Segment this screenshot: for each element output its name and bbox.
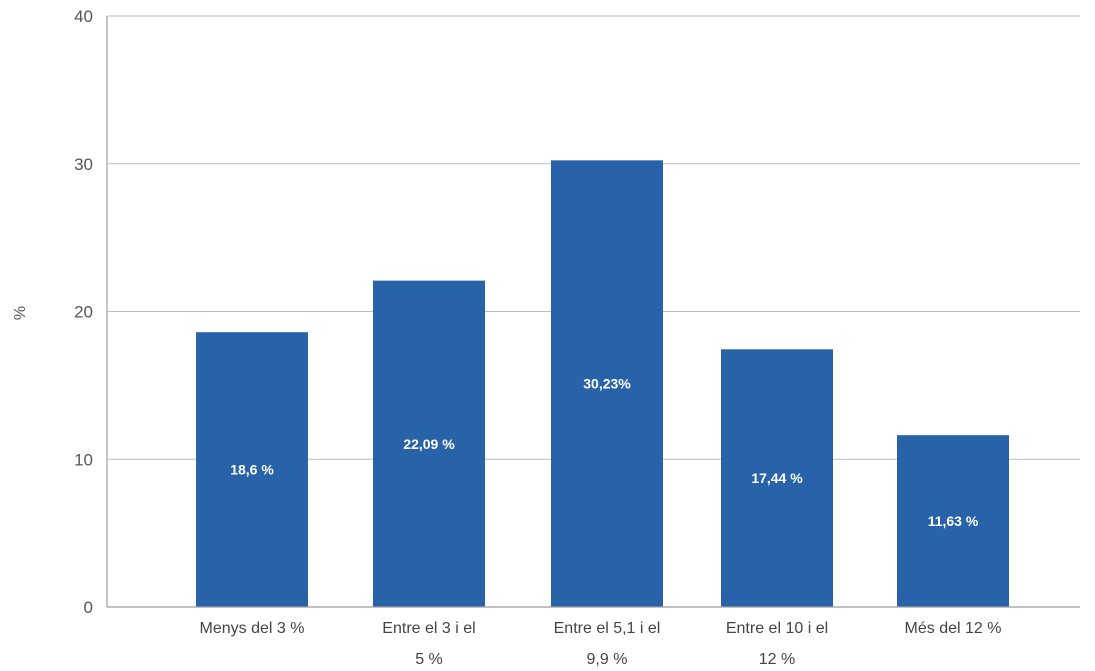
category-label: Entre el 5,1 i el — [554, 620, 661, 637]
bar — [196, 332, 308, 607]
y-tick-labels: 0 10 20 30 40 — [74, 7, 93, 617]
y-axis-label: % — [12, 306, 29, 320]
axes — [106, 16, 1080, 608]
y-tick-label: 30 — [74, 155, 93, 174]
category-label: Menys del 3 % — [200, 620, 305, 637]
bar — [551, 160, 663, 607]
y-tick-label: 0 — [84, 598, 93, 617]
category-label: 5 % — [415, 651, 443, 668]
category-labels: Menys del 3 % Entre el 3 i el 5 % Entre el … — [200, 620, 1002, 668]
bar — [373, 280, 485, 607]
bar — [721, 349, 833, 607]
data-label: 11,63 % — [928, 513, 979, 529]
category-label: Entre el 3 i el — [382, 620, 475, 637]
data-label: 22,09 % — [403, 436, 455, 452]
category-label: 9,9 % — [587, 651, 628, 668]
bar — [897, 435, 1009, 607]
data-labels: 18,6 % 22,09 % 30,23% 17,44 % 11,63 % — [230, 376, 979, 529]
category-label: Més del 12 % — [905, 620, 1002, 637]
data-label: 30,23% — [583, 376, 631, 392]
data-label: 18,6 % — [230, 462, 274, 478]
bars — [196, 160, 1009, 607]
y-tick-label: 40 — [74, 7, 93, 26]
y-tick-label: 20 — [74, 303, 93, 322]
y-tick-label: 10 — [74, 450, 93, 469]
category-label: Entre el 10 i el — [726, 620, 828, 637]
data-label: 17,44 % — [751, 470, 803, 486]
category-label: 12 % — [759, 651, 795, 668]
